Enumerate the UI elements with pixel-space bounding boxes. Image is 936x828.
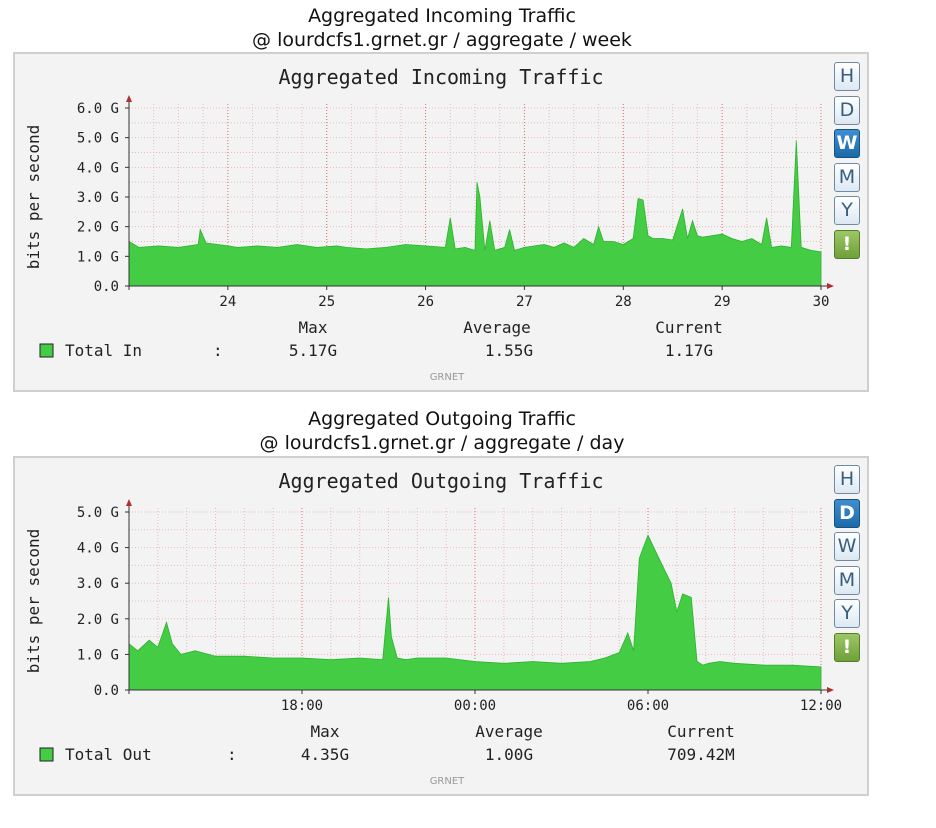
incoming-page-title: Aggregated Incoming Traffic [308,5,576,27]
incoming-chart-title: Aggregated Incoming Traffic [278,65,603,89]
outgoing-stat-value: 4.35G [301,745,349,764]
incoming-stat-value: 1.55G [485,341,533,360]
outgoing-y-tick-label: 1.0 G [77,647,119,663]
incoming-y-tick-label: 3.0 G [77,190,119,206]
outgoing-legend-swatch [39,747,54,762]
incoming-traffic-graph: Aggregated Incoming Traffic bits per seco… [13,52,869,392]
outgoing-x-tick-label: 18:00 [281,698,323,714]
incoming-period-button-w[interactable]: W [834,129,860,158]
outgoing-x-tick-label: 06:00 [627,698,669,714]
outgoing-legend-label: Total Out [65,745,152,764]
incoming-period-button-m[interactable]: M [834,162,860,192]
outgoing-stat-value: 709.42M [667,745,734,764]
outgoing-legend-colon: : [227,745,237,764]
incoming-x-tick-label: 27 [516,294,533,310]
outgoing-page-subtitle: @ lourdcfs1.grnet.gr / aggregate / day [259,432,625,454]
incoming-period-button-h[interactable]: H [834,62,860,91]
outgoing-x-tick-label: 00:00 [454,698,496,714]
outgoing-stat-header: Max [311,722,340,741]
incoming-period-button-y[interactable]: Y [834,196,860,225]
incoming-y-axis-label: bits per second [24,125,43,270]
incoming-x-tick-label: 28 [615,294,632,310]
incoming-x-tick-label: 25 [318,294,335,310]
outgoing-period-button-m[interactable]: M [834,565,860,595]
outgoing-series-area [128,534,822,691]
incoming-stat-header: Average [463,318,530,337]
incoming-period-button-alert[interactable]: ! [834,229,860,259]
incoming-y-tick-label: 2.0 G [77,220,119,236]
outgoing-y-tick-label: 2.0 G [77,612,119,628]
incoming-footer: GRNET [430,372,465,383]
incoming-x-arrow [827,283,834,289]
incoming-stat-value: 1.17G [665,341,713,360]
incoming-x-tick-label: 30 [813,294,830,310]
outgoing-period-button-h[interactable]: H [834,465,860,494]
incoming-traffic-chart: Aggregated Incoming Traffic bits per seco… [24,65,834,383]
outgoing-y-tick-label: 3.0 G [77,576,119,592]
outgoing-x-arrow [827,687,834,693]
incoming-page-subtitle: @ lourdcfs1.grnet.gr / aggregate / week [252,29,632,51]
incoming-y-tick-label: 1.0 G [77,249,119,265]
outgoing-stat-value: 1.00G [485,745,533,764]
outgoing-period-button-y[interactable]: Y [834,599,860,628]
outgoing-stat-header: Current [667,722,734,741]
outgoing-x-tick-label: 12:00 [800,698,842,714]
outgoing-period-buttons: H D W M Y! [834,465,862,666]
outgoing-stat-header: Average [475,722,542,741]
outgoing-y-axis-label: bits per second [24,529,43,674]
outgoing-traffic-graph: Aggregated Outgoing Traffic bits per seco… [13,456,869,796]
outgoing-chart-title: Aggregated Outgoing Traffic [278,469,603,493]
incoming-stat-value: 5.17G [289,341,337,360]
incoming-period-buttons: H D W M Y! [834,62,862,263]
outgoing-period-button-alert[interactable]: ! [834,632,860,662]
incoming-y-tick-label: 5.0 G [77,131,119,147]
incoming-x-tick-label: 29 [714,294,731,310]
incoming-stat-header: Current [655,318,722,337]
outgoing-y-tick-label: 4.0 G [77,541,119,557]
incoming-y-tick-label: 0.0 [94,279,119,295]
incoming-period-button-d[interactable]: D [834,95,860,125]
incoming-y-tick-label: 6.0 G [77,101,119,117]
incoming-y-arrow [126,95,132,102]
incoming-legend-label: Total In [65,341,142,360]
outgoing-y-tick-label: 5.0 G [77,505,119,521]
incoming-x-tick-label: 26 [417,294,434,310]
incoming-y-tick-label: 4.0 G [77,160,119,176]
incoming-legend-swatch [39,343,54,358]
incoming-x-tick-label: 24 [219,294,236,310]
outgoing-y-tick-label: 0.0 [94,683,119,699]
outgoing-footer: GRNET [430,776,465,787]
outgoing-y-arrow [126,499,132,506]
outgoing-page-title: Aggregated Outgoing Traffic [308,408,576,430]
outgoing-period-button-d[interactable]: D [834,498,860,528]
incoming-series-area [128,140,822,287]
incoming-stat-header: Max [299,318,328,337]
outgoing-period-button-w[interactable]: W [834,532,860,561]
incoming-legend-colon: : [213,341,223,360]
outgoing-traffic-chart: Aggregated Outgoing Traffic bits per seco… [24,469,842,787]
